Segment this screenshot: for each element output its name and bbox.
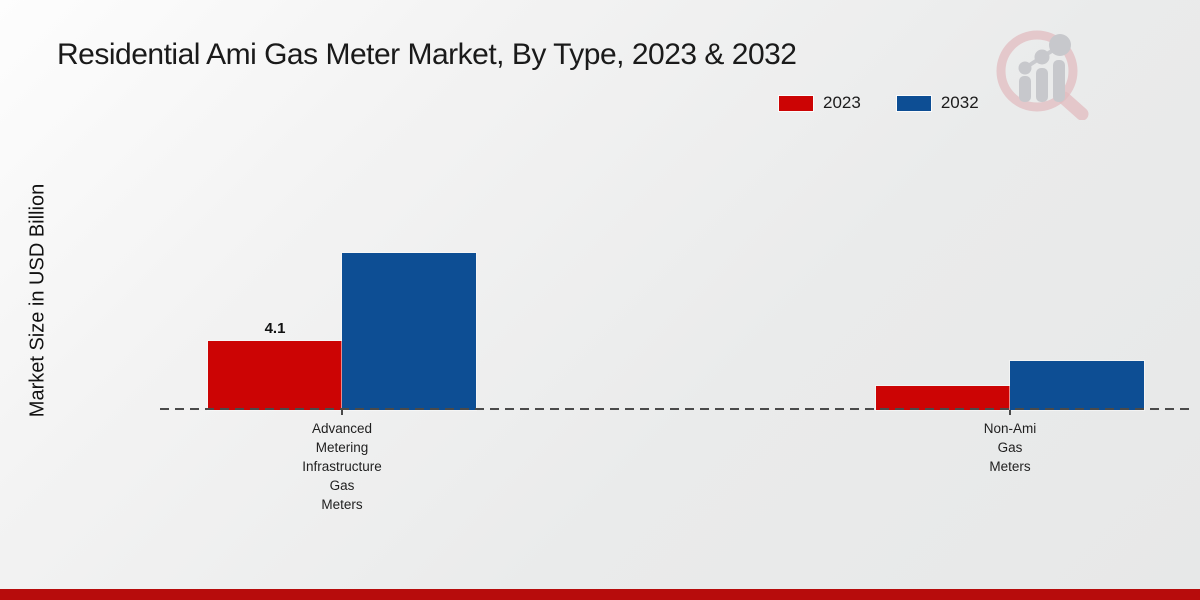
x-axis-dashed-baseline <box>160 408 1190 410</box>
legend-label-2032: 2032 <box>940 93 979 112</box>
category-label-0: Advanced Metering Infrastructure Gas Met… <box>302 421 382 512</box>
legend: 2023 2032 <box>779 93 979 113</box>
y-axis-label: Market Size in USD Billion <box>26 183 49 418</box>
x-axis-tick-1 <box>1009 410 1011 415</box>
bar-2032-category-1 <box>1010 361 1144 410</box>
legend-swatch-2032 <box>896 95 931 111</box>
legend-item-2032: 2032 <box>896 93 979 113</box>
x-axis-tick-0 <box>341 410 343 415</box>
legend-swatch-2023 <box>779 95 813 111</box>
legend-label-2023: 2023 <box>823 93 861 112</box>
bar-2032-category-0 <box>342 253 476 410</box>
bar-2023-category-1 <box>876 386 1010 410</box>
bar-value-label-2023-category-0: 4.1 <box>264 320 286 337</box>
chart-title: Residential Ami Gas Meter Market, By Typ… <box>57 38 797 71</box>
legend-item-2023: 2023 <box>779 93 861 113</box>
category-label-1: Non-Ami Gas Meters <box>983 421 1037 474</box>
magnifier-bar-chart-logo-icon <box>996 30 1089 120</box>
bar-2023-category-0 <box>208 341 342 410</box>
footer-stripe <box>0 589 1200 600</box>
